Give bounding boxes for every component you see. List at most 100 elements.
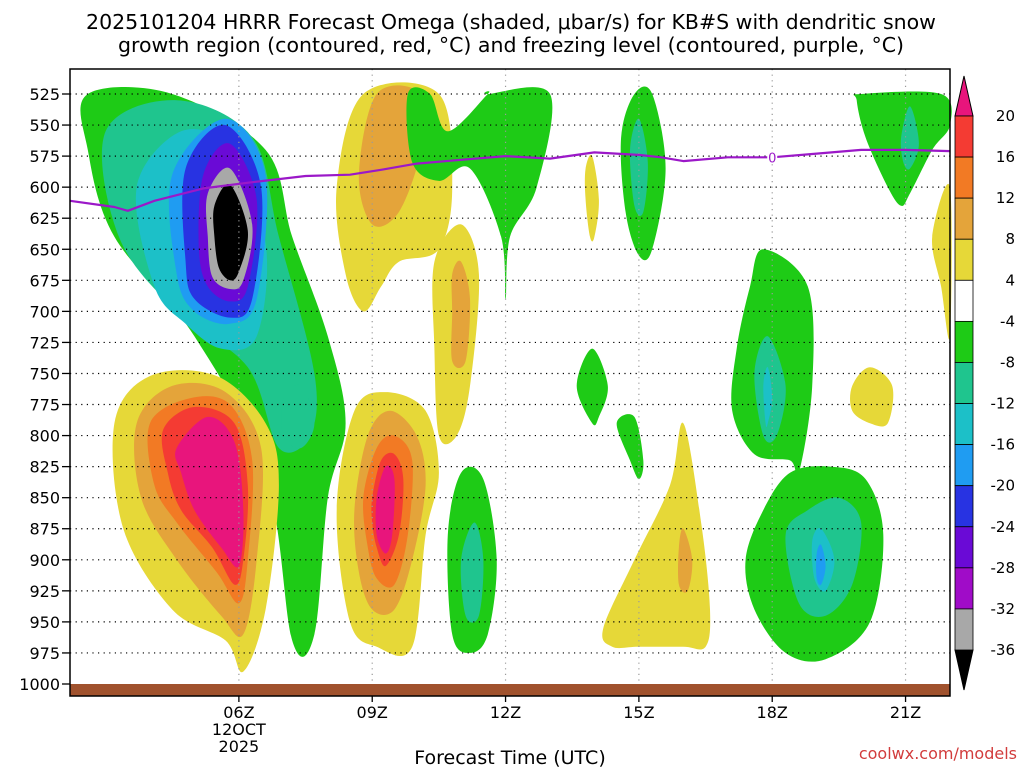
omega-region-18z-green [731,249,814,477]
colorbar-swatch-4 [954,238,974,281]
y-tick-label-1000: 1000 [19,675,60,694]
colorbar-label--20: -20 [991,477,1016,495]
y-tick-label-625: 625 [29,209,60,228]
colorbar-label--12: -12 [991,395,1016,413]
y-tick-label-525: 525 [29,85,60,104]
colorbar-label--32: -32 [991,600,1016,618]
colorbar-label--36: -36 [991,641,1016,659]
omega-region-15z-green [620,86,666,261]
omega-band-11z-green-1 [460,522,484,623]
omega-band-19z-green-3 [816,544,826,586]
y-tick-label-825: 825 [29,458,60,477]
x-axis-label: Forecast Time (UTC) [414,747,605,768]
colorbar-label--24: -24 [991,518,1016,536]
omega-band-mid-yellow-1 [451,260,471,369]
colorbar-swatch--28 [954,526,974,569]
omega-band-22z-yellow-0 [932,183,952,340]
colorbar-label--16: -16 [991,436,1016,454]
colorbar-label--4: -4 [1000,312,1015,330]
colorbar-swatch--16 [954,403,974,446]
y-tick-label-700: 700 [29,302,60,321]
colorbar-swatch-12 [954,156,974,199]
y-tick-label-950: 950 [29,613,60,632]
colorbar-swatch--24 [954,485,974,528]
y-tick-label-650: 650 [29,240,60,259]
ground-strip [70,684,950,696]
omega-band-15z-green-1 [629,118,648,216]
colorbar-swatch--8 [954,320,974,363]
x-tick-date: 12OCT [212,720,266,739]
colorbar-label-4: 4 [1005,271,1015,289]
colorbar-swatch--32 [954,567,974,610]
omega-band-15z-green-small-0 [616,414,644,480]
freezing-level-line [69,148,951,212]
omega-band-16z-yellow-1 [678,528,693,593]
freezing-level-label-bg [767,150,778,164]
freezing-level-label: 0 [768,151,776,166]
omega-region-22z-yellow [932,183,952,340]
colorbar-label--28: -28 [991,559,1016,577]
colorbar-swatch-16 [954,115,974,158]
omega-band-20z-yellow-0 [850,367,894,427]
freezing-level: 0 [69,148,951,212]
omega-band-west-downward-lobe-4 [175,416,244,568]
colorbar-top-arrow [954,75,974,117]
x-tick-label-18Z: 18Z [757,703,788,722]
omega-region-11z-green [447,466,497,653]
omega-region-west-downward-lobe [112,370,279,673]
omega-band-09z-downward-lobe-4 [375,465,395,554]
colorbar-swatch-8 [954,197,974,240]
y-tick-label-750: 750 [29,364,60,383]
omega-band-west-upward-core-7 [213,184,248,281]
y-tick-label-850: 850 [29,489,60,508]
x-tick-label-15Z: 15Z [623,703,654,722]
y-tick-label-600: 600 [29,178,60,197]
omega-region-14z-green-drip [576,348,608,426]
x-tick-label-09Z: 09Z [357,703,388,722]
y-tick-label-675: 675 [29,271,60,290]
y-tick-label-925: 925 [29,582,60,601]
y-tick-label-975: 975 [29,644,60,663]
colorbar-swatch--4 [954,279,974,322]
y-tick-label-550: 550 [29,116,60,135]
colorbar-label-20: 20 [996,107,1015,125]
x-tick-year: 2025 [219,737,260,756]
colorbar-swatch--20 [954,444,974,487]
colorbar-label-16: 16 [996,148,1015,166]
colorbar-label-12: 12 [996,189,1015,207]
omega-region-20z-yellow [850,367,894,427]
colorbar-label-8: 8 [1005,230,1015,248]
y-tick-label-900: 900 [29,551,60,570]
omega-region-cyan-pocket [281,384,315,449]
omega-region-19z-green [745,466,884,662]
plot-frame [69,68,951,697]
y-tick-label-775: 775 [29,396,60,415]
colorbar: 20 16 12 8 4 -4 -8 -12 -16 -20 -24 -28 -32 -36 [954,75,1016,691]
chart-title-line2: growth region (contoured, red, °C) and f… [118,33,904,57]
omega-region-14z-yellow [584,154,599,242]
y-axis-ticks: 525 550 575 600 625 650 675 700 725 750 775 800 825 8… [19,85,70,694]
omega-region-15z-green-small [616,414,644,480]
omega-band-14z-yellow-0 [584,154,599,242]
y-tick-label-725: 725 [29,333,60,352]
y-tick-label-875: 875 [29,520,60,539]
colorbar-label--8: -8 [1000,353,1015,371]
omega-band-cyan-pocket-0 [281,384,315,449]
colorbar-swatch--12 [954,362,974,404]
chart-title-line1: 2025101204 HRRR Forecast Omega (shaded, … [86,10,936,34]
colorbar-swatch--36 [954,608,974,651]
x-tick-label-21Z: 21Z [890,703,921,722]
plot-area: 0 [69,68,952,697]
omega-band-12z-green-top-0 [406,87,553,299]
omega-region-12z-green-top [406,87,553,299]
omega-band-18z-green-2 [763,367,773,428]
y-tick-label-800: 800 [29,427,60,446]
omega-band-14z-green-drip-0 [576,348,608,426]
omega-band-16z-yellow-0 [602,422,711,650]
credit-link[interactable]: coolwx.com/models [859,744,1017,763]
colorbar-bottom-arrow [954,649,974,691]
omega-region-16z-yellow [602,422,711,650]
omega-region-mid-yellow [432,224,480,445]
